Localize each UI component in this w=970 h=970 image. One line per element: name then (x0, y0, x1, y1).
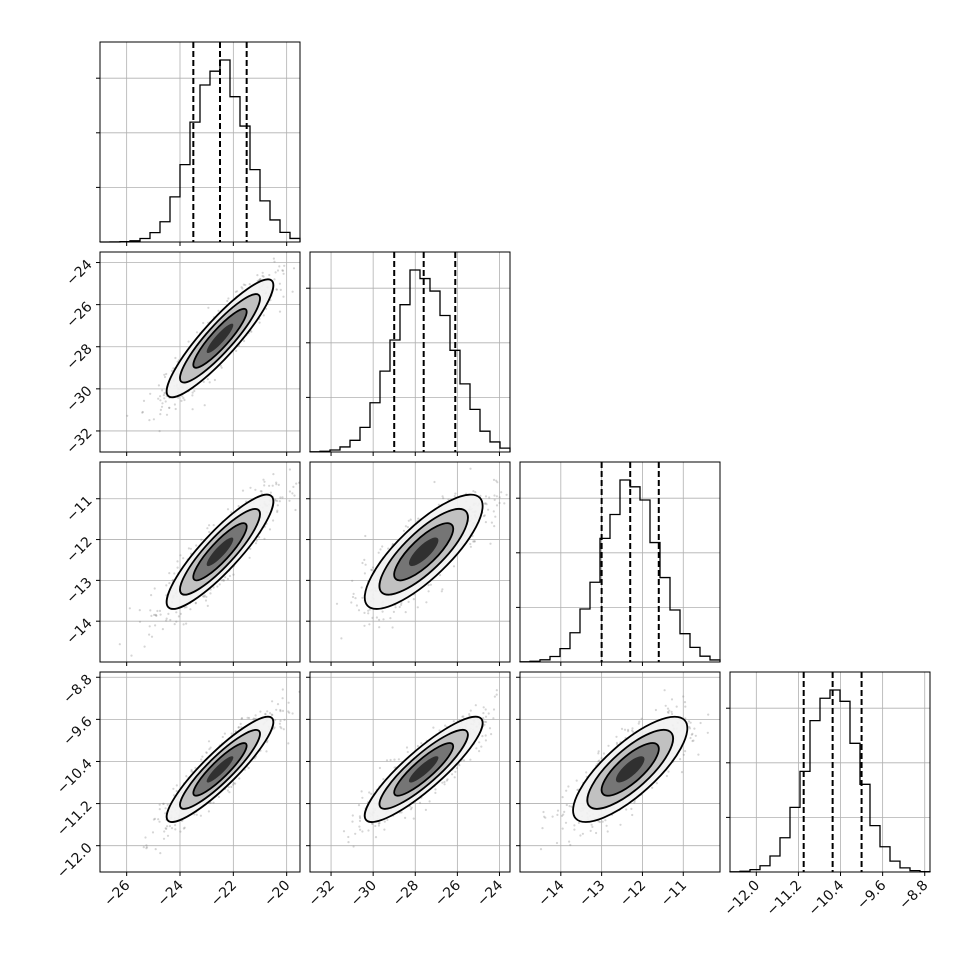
contour-2 (192, 307, 248, 369)
x-tick-label: −14 (535, 877, 567, 909)
panel-frame (519, 671, 721, 873)
density-level-3 (615, 756, 645, 783)
contour-1 (378, 508, 469, 596)
x-tick-label: −32 (306, 878, 338, 910)
y-tick-label: −28 (63, 341, 95, 373)
x-tick-label: −13 (576, 878, 608, 910)
contour-2 (192, 522, 248, 582)
scatter-panel-3-2 (516, 671, 721, 876)
y-tick-label: −8.8 (60, 672, 95, 707)
x-tick-label: −28 (390, 878, 422, 910)
contour-1 (179, 508, 261, 596)
x-tick-label: −12.0 (721, 878, 763, 920)
contour-0 (165, 278, 275, 399)
contour-1 (378, 728, 469, 810)
x-tick-label: −22 (208, 878, 240, 910)
x-tick-label: −26 (432, 877, 464, 909)
panel-frame (99, 461, 301, 663)
x-tick-label: −30 (348, 878, 380, 910)
density-level-3 (408, 537, 439, 567)
panel-frame (729, 671, 931, 873)
x-tick-label: −26 (101, 877, 133, 909)
scatter-panel-2-0: −14 −13 −12 −11 (63, 461, 301, 666)
panel-frame (99, 41, 301, 243)
contour-0 (165, 715, 275, 823)
x-tick-label: −24 (474, 877, 506, 909)
y-tick-label: −12 (63, 534, 95, 566)
hist-panel-1 (306, 251, 511, 456)
panel-frame (99, 251, 301, 453)
contour-0 (572, 715, 689, 823)
x-tick-label: −10.4 (806, 877, 848, 919)
histogram-0 (99, 59, 301, 243)
contour-2 (192, 742, 248, 797)
y-tick-label: −13 (63, 575, 95, 607)
scatter-panel-2-1 (306, 461, 511, 666)
panel-frame (99, 671, 301, 873)
histogram-2 (519, 479, 721, 663)
contour-2 (600, 742, 660, 797)
x-tick-label: −11.2 (764, 878, 806, 920)
y-tick-label: −11.2 (54, 798, 96, 840)
contour-0 (363, 715, 484, 823)
y-tick-label: −9.6 (60, 714, 95, 749)
scatter-panel-3-0: −12.0−11.2−10.4 −9.6 −8.8 (54, 671, 301, 882)
panel-frame (309, 251, 511, 453)
density-level-3 (206, 323, 234, 354)
hist-panel-3 (726, 671, 931, 876)
density-level-3 (408, 756, 439, 783)
y-tick-label: −26 (63, 299, 95, 331)
contour-1 (179, 293, 261, 384)
panel-frame (519, 461, 721, 663)
x-tick-label: −8.8 (896, 878, 931, 913)
x-tick-label: −20 (261, 878, 293, 910)
y-tick-label: −12.0 (54, 840, 96, 882)
panel-frame (309, 671, 511, 873)
y-tick-label: −24 (63, 257, 95, 289)
contour-0 (363, 493, 484, 610)
x-tick-label: −9.6 (854, 877, 889, 912)
x-tick-label: −12 (617, 878, 649, 910)
y-tick-label: −32 (63, 425, 95, 457)
x-tick-label: −11 (658, 878, 690, 910)
y-tick-label: −30 (63, 383, 95, 415)
y-tick-label: −10.4 (54, 756, 96, 798)
scatter-panel-3-1 (306, 671, 511, 876)
contour-0 (165, 493, 275, 610)
y-tick-label: −11 (63, 493, 95, 525)
contour-2 (393, 742, 455, 797)
histogram-1 (309, 269, 511, 453)
hist-panel-0 (96, 41, 301, 246)
hist-panel-2 (516, 461, 721, 666)
density-level-3 (206, 756, 234, 783)
density-level-3 (206, 537, 234, 567)
y-tick-label: −14 (63, 615, 95, 647)
panel-frame (309, 461, 511, 663)
scatter-panel-1-0: −32 −30 −28 −26 −24 (63, 251, 301, 457)
contour-2 (393, 522, 455, 582)
x-tick-label: −24 (155, 877, 187, 909)
histogram-3 (729, 689, 931, 873)
contour-1 (586, 728, 674, 810)
contour-1 (179, 728, 261, 810)
